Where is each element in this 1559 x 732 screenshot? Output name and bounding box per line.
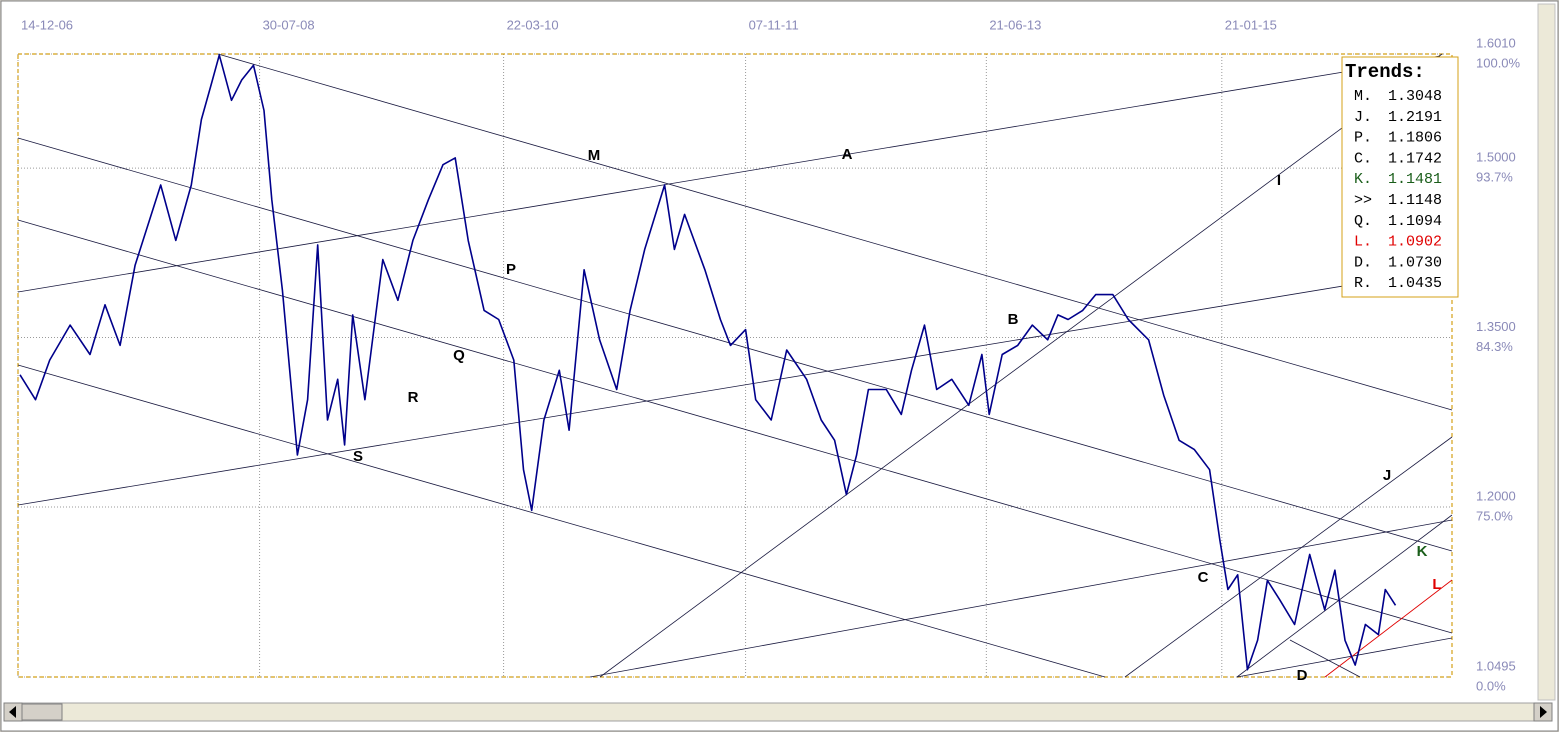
trend-value: 1.1481 <box>1388 171 1442 188</box>
trend-label: K. <box>1354 171 1372 188</box>
x-tick-label: 22-03-10 <box>507 17 559 32</box>
trend-line <box>17 55 1441 293</box>
trend-value: 1.0435 <box>1388 275 1442 292</box>
annotation: A <box>842 146 853 163</box>
trend-value: 1.1094 <box>1388 213 1442 230</box>
trend-value: 1.2191 <box>1388 109 1442 126</box>
trend-label: R. <box>1354 275 1372 292</box>
y-tick-percent-label: 100.0% <box>1476 55 1521 70</box>
y-tick-label: 1.2000 <box>1476 488 1516 503</box>
trend-value: 1.0730 <box>1388 254 1442 271</box>
annotation: J <box>1383 467 1391 484</box>
trend-value: 1.1742 <box>1388 150 1442 167</box>
annotation: P <box>506 261 516 278</box>
annotation: L <box>1432 576 1441 593</box>
trend-line <box>1124 436 1453 678</box>
plot-frame <box>17 53 1453 678</box>
y-tick-percent-label: 84.3% <box>1476 339 1513 354</box>
arrow-icon <box>1540 706 1547 718</box>
trend-label: L. <box>1354 234 1372 251</box>
scroll-track[interactable] <box>3 702 1553 722</box>
trend-line <box>17 267 1453 506</box>
trend-label: Q. <box>1354 213 1372 230</box>
trend-label: C. <box>1354 150 1372 167</box>
y-tick-percent-label: 75.0% <box>1476 508 1513 523</box>
x-tick-label: 14-12-06 <box>21 17 73 32</box>
trend-value: 1.1148 <box>1388 192 1442 209</box>
trend-line <box>17 219 1453 634</box>
x-tick-label: 07-11-11 <box>749 17 799 32</box>
annotation: K <box>1417 543 1428 560</box>
y-tick-percent-label: 0.0% <box>1476 678 1506 693</box>
vertical-scrollbar[interactable] <box>1537 3 1556 701</box>
scroll-thumb[interactable] <box>21 703 63 721</box>
annotation: R <box>408 389 419 406</box>
trends-box: Trends: M. 1.3048 J. 1.2191 P. 1.1806 C. 1.1742… <box>1341 56 1459 298</box>
trend-line <box>1236 637 1453 678</box>
annotation: D <box>1297 667 1308 684</box>
x-tick-label: 21-01-15 <box>1225 17 1277 32</box>
price-line <box>19 54 1397 671</box>
y-tick-percent-label: 93.7% <box>1476 170 1513 185</box>
annotation: B <box>1008 311 1019 328</box>
trend-value: 1.0902 <box>1388 234 1442 251</box>
trend-label: P. <box>1354 130 1372 147</box>
trend-lines <box>17 53 1453 678</box>
annotation: Q <box>453 347 465 364</box>
trend-label: D. <box>1354 254 1372 271</box>
trend-value: 1.3048 <box>1388 88 1442 105</box>
trend-label: M. <box>1354 88 1372 105</box>
y-tick-label: 1.5000 <box>1476 150 1516 165</box>
annotation: M <box>588 147 601 164</box>
trends-title: Trends: <box>1345 61 1425 83</box>
trend-line <box>599 53 1443 678</box>
y-tick-label: 1.3500 <box>1476 319 1516 334</box>
x-tick-label: 30-07-08 <box>263 17 315 32</box>
x-tick-label: 21-06-13 <box>989 17 1041 32</box>
arrow-icon <box>9 706 16 718</box>
trend-line <box>217 53 1453 411</box>
trend-value: 1.1806 <box>1388 130 1442 147</box>
y-tick-label: 1.6010 <box>1476 35 1516 50</box>
trend-line <box>1236 514 1453 678</box>
y-tick-label: 1.0495 <box>1476 658 1516 673</box>
horizontal-scrollbar[interactable] <box>3 702 1553 722</box>
trend-line <box>589 519 1453 678</box>
annotation: C <box>1198 569 1209 586</box>
series <box>19 54 1397 671</box>
trend-line <box>1289 639 1361 678</box>
annotation: I <box>1277 172 1281 189</box>
annotations: M A I P Q R S B C J K L D <box>353 146 1442 684</box>
trend-line <box>17 364 1106 678</box>
trend-label: J. <box>1354 109 1372 126</box>
trends-box-frame <box>1341 56 1459 298</box>
annotation: S <box>353 448 363 465</box>
trend-label: >> <box>1354 192 1372 209</box>
trend-line <box>1324 579 1453 678</box>
trend-line <box>17 137 1453 552</box>
